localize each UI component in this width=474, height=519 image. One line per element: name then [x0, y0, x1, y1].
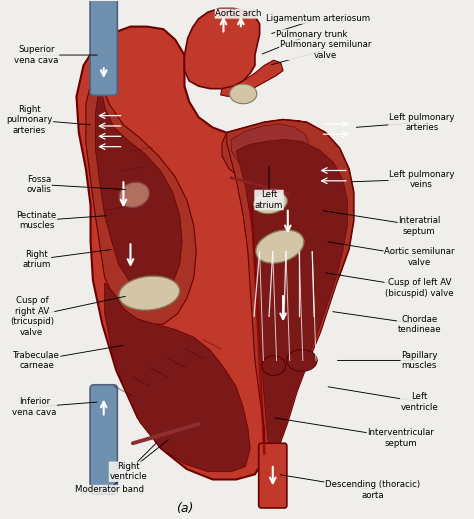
FancyBboxPatch shape — [259, 443, 287, 508]
Ellipse shape — [119, 276, 180, 310]
FancyBboxPatch shape — [90, 385, 118, 494]
Polygon shape — [105, 283, 250, 472]
Polygon shape — [231, 124, 310, 177]
Text: Superior
vena cava: Superior vena cava — [14, 45, 59, 65]
Text: Left
ventricle: Left ventricle — [401, 392, 438, 412]
Polygon shape — [184, 8, 260, 89]
Text: Right
ventricle: Right ventricle — [109, 462, 147, 482]
Polygon shape — [76, 26, 354, 480]
Ellipse shape — [119, 182, 149, 208]
Text: Ligamentum arteriosum: Ligamentum arteriosum — [266, 15, 370, 23]
Text: (a): (a) — [176, 502, 193, 515]
Text: Fossa
ovalis: Fossa ovalis — [27, 175, 51, 194]
Text: Moderator band: Moderator band — [75, 485, 144, 494]
Text: Papillary
muscles: Papillary muscles — [401, 351, 438, 370]
Ellipse shape — [256, 230, 304, 263]
Text: Inferior
vena cava: Inferior vena cava — [12, 398, 56, 417]
Text: Aortic arch: Aortic arch — [215, 9, 262, 18]
Text: Left
atrium: Left atrium — [255, 190, 283, 210]
Text: Cusp of
right AV
(tricuspid)
valve: Cusp of right AV (tricuspid) valve — [10, 296, 54, 336]
Polygon shape — [222, 120, 316, 184]
Text: Left pulmonary
arteries: Left pulmonary arteries — [389, 113, 455, 132]
FancyBboxPatch shape — [90, 0, 118, 95]
Ellipse shape — [262, 356, 285, 375]
Ellipse shape — [287, 350, 317, 371]
Text: Pulmonary trunk: Pulmonary trunk — [275, 30, 347, 39]
Text: Cusp of left AV
(bicuspid) valve: Cusp of left AV (bicuspid) valve — [385, 278, 454, 298]
Ellipse shape — [254, 192, 287, 214]
Text: Pectinate
muscles: Pectinate muscles — [17, 211, 57, 230]
Polygon shape — [227, 120, 354, 459]
Polygon shape — [95, 81, 182, 293]
Polygon shape — [220, 60, 283, 97]
Text: Trabeculae
carneae: Trabeculae carneae — [13, 351, 60, 370]
Text: Interatrial
septum: Interatrial septum — [398, 216, 440, 236]
Text: Descending (thoracic)
aorta: Descending (thoracic) aorta — [325, 480, 420, 499]
Polygon shape — [86, 65, 196, 324]
Text: Right
pulmonary
arteries: Right pulmonary arteries — [6, 105, 53, 134]
Polygon shape — [236, 140, 347, 452]
Text: Right
atrium: Right atrium — [22, 250, 51, 269]
Text: Aortic semilunar
valve: Aortic semilunar valve — [384, 247, 455, 267]
Text: Pulmonary semilunar
valve: Pulmonary semilunar valve — [280, 40, 371, 60]
Text: Left pulmonary
veins: Left pulmonary veins — [389, 170, 455, 189]
Ellipse shape — [229, 84, 257, 104]
Text: Interventricular
septum: Interventricular septum — [367, 428, 434, 448]
Text: Chordae
tendineae: Chordae tendineae — [398, 315, 441, 334]
